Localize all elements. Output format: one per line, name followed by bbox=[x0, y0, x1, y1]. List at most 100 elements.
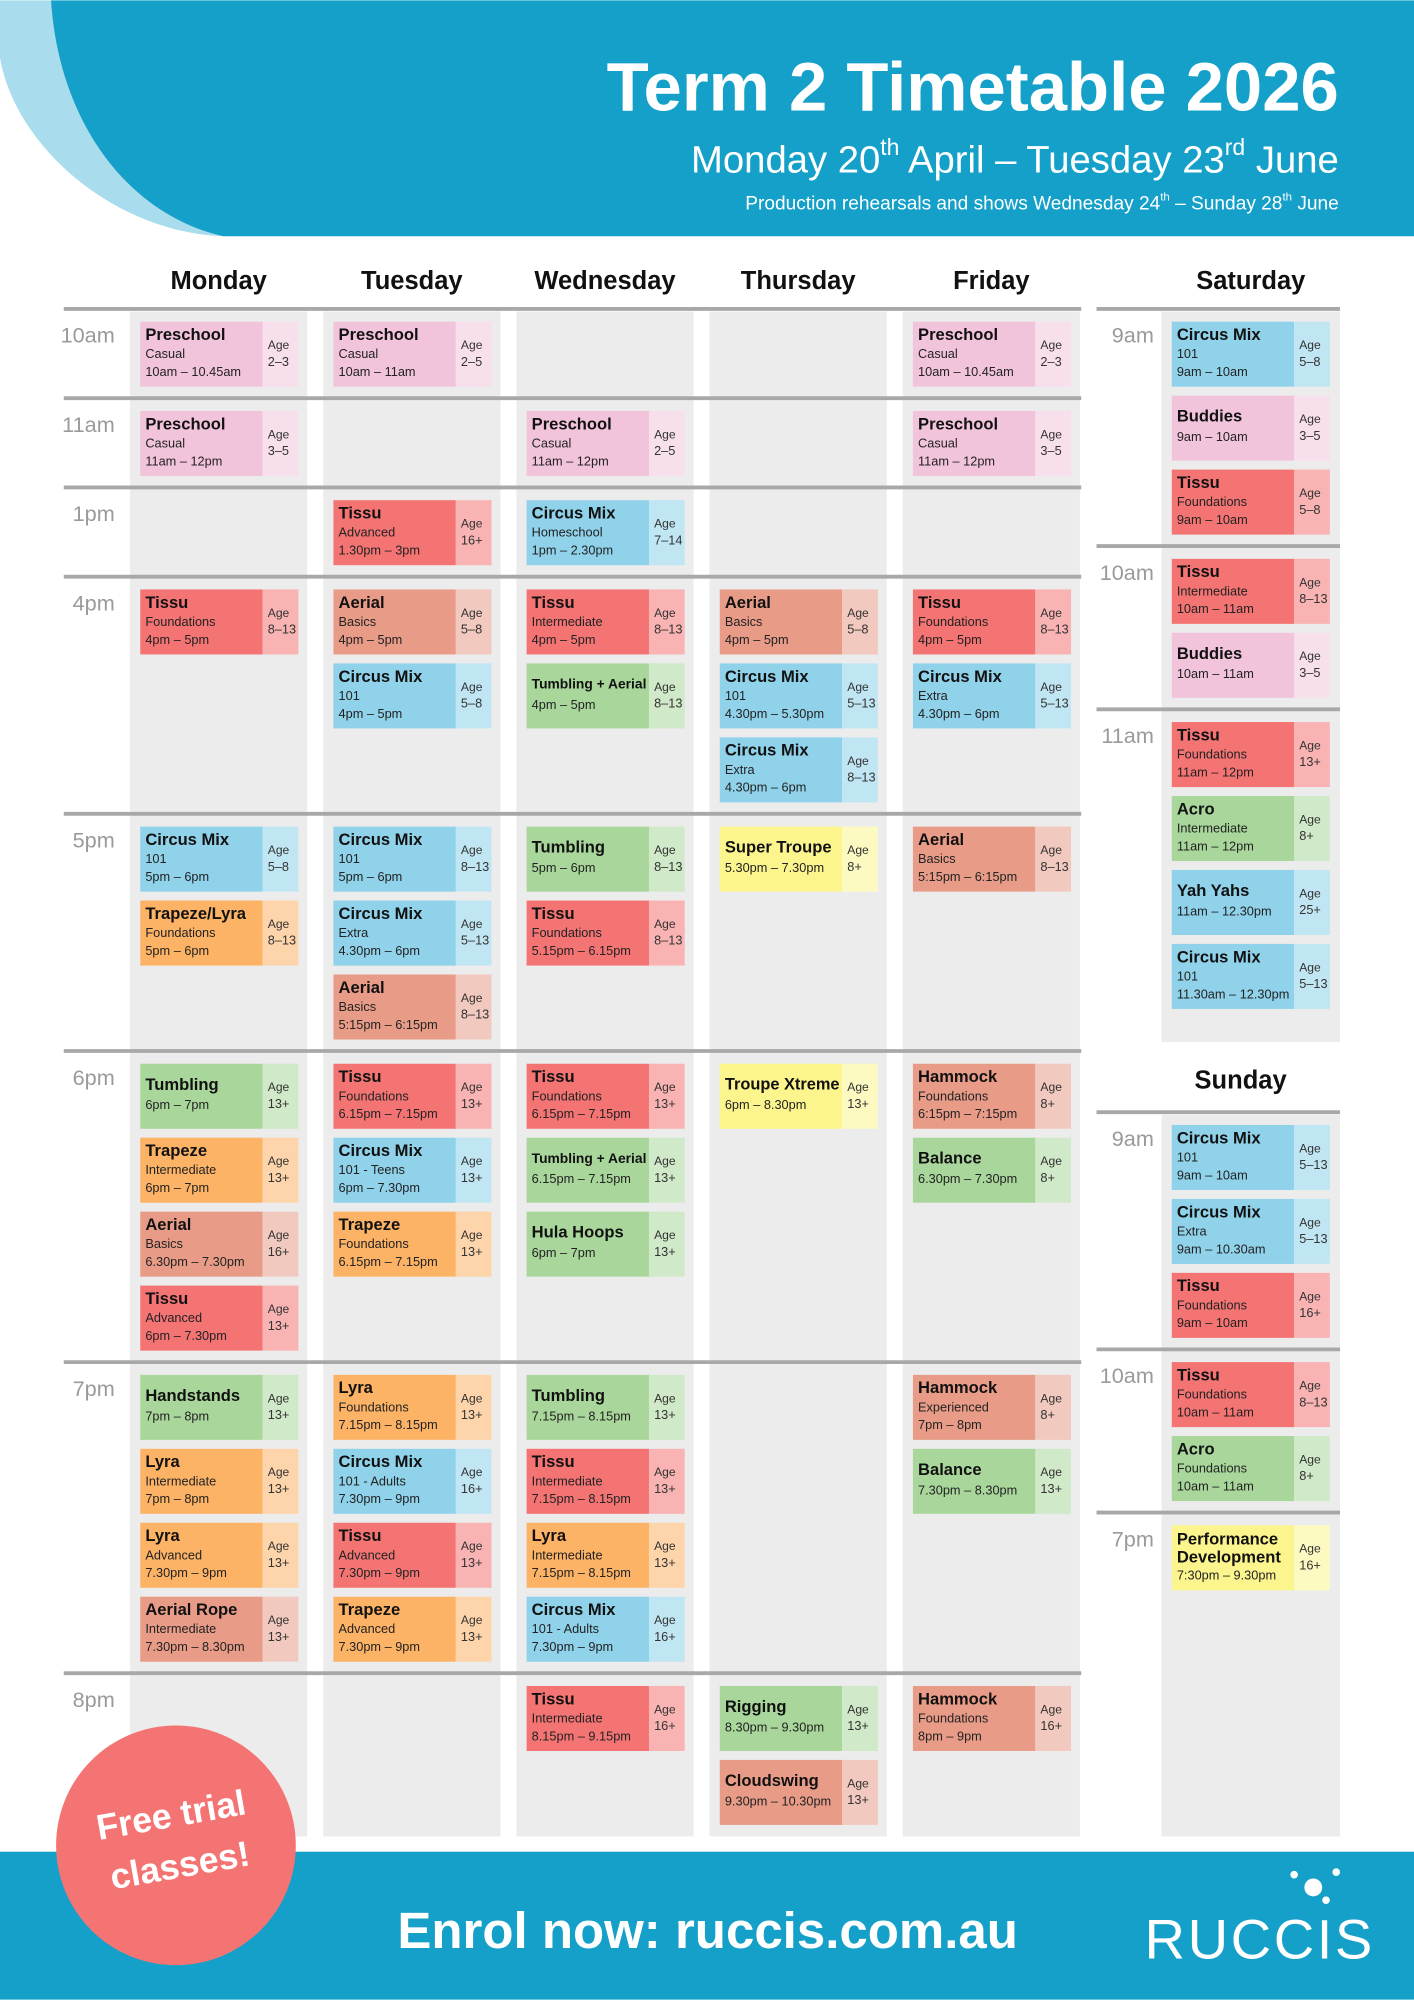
age-range: 3–5 bbox=[1299, 428, 1320, 443]
age-box bbox=[455, 1211, 492, 1277]
class-box bbox=[719, 589, 843, 655]
age-word: Age bbox=[1299, 1452, 1321, 1466]
class-level: Advanced bbox=[339, 525, 396, 540]
class-name: Circus Mix bbox=[725, 667, 810, 686]
time-label: 6pm bbox=[73, 1065, 115, 1090]
age-word: Age bbox=[1299, 738, 1321, 752]
class-box bbox=[140, 1374, 263, 1440]
class-time: 4.30pm – 6pm bbox=[918, 706, 1000, 721]
class-card: Handstands 7pm – 8pm Age 13+ bbox=[140, 1374, 299, 1440]
class-time: 6.15pm – 7.15pm bbox=[532, 1106, 631, 1121]
age-range: 8+ bbox=[1040, 1407, 1055, 1422]
class-time: 10am – 11am bbox=[1177, 666, 1254, 681]
class-time: 1pm – 2.30pm bbox=[532, 543, 614, 558]
age-box bbox=[648, 1596, 685, 1662]
class-level: Casual bbox=[532, 435, 572, 450]
age-range: 13+ bbox=[1299, 754, 1321, 769]
age-word: Age bbox=[654, 427, 676, 441]
class-box bbox=[140, 1448, 263, 1514]
class-card: Tissu Intermediate 7.15pm – 8.15pm Age 13+ bbox=[526, 1448, 685, 1514]
class-level: Experienced bbox=[918, 1399, 989, 1414]
class-name: Trapeze/Lyra bbox=[145, 904, 246, 923]
class-time: 7pm – 8pm bbox=[918, 1417, 982, 1432]
age-range: 8–13 bbox=[268, 933, 296, 948]
age-box bbox=[1294, 558, 1330, 624]
header-band bbox=[51, 0, 1414, 237]
class-time: 6.15pm – 7.15pm bbox=[532, 1171, 631, 1186]
class-box bbox=[333, 500, 456, 566]
class-card: Circus Mix 101 - Adults 7.30pm – 9pm Age 16+ bbox=[333, 1448, 492, 1514]
class-name: Tissu bbox=[1177, 725, 1220, 744]
age-box bbox=[1294, 1525, 1330, 1591]
age-word: Age bbox=[268, 1228, 290, 1242]
age-range: 13+ bbox=[847, 1096, 869, 1111]
class-box bbox=[333, 1063, 456, 1129]
class-level: Foundations bbox=[1177, 747, 1247, 762]
age-word: Age bbox=[1299, 1379, 1321, 1393]
class-level: 101 bbox=[145, 851, 166, 866]
class-name: Hammock bbox=[918, 1689, 998, 1708]
class-card: Aerial Basics 5:15pm – 6:15pm Age 8–13 bbox=[333, 974, 492, 1040]
time-label: 5pm bbox=[73, 828, 115, 853]
class-box bbox=[719, 826, 843, 892]
age-box bbox=[842, 1759, 878, 1825]
age-range: 8–13 bbox=[1299, 591, 1327, 606]
age-word: Age bbox=[268, 1302, 290, 1316]
class-time: 6pm – 7pm bbox=[145, 1180, 209, 1195]
age-range: 2–5 bbox=[461, 354, 482, 369]
class-time: 5:15pm – 6:15pm bbox=[339, 1017, 438, 1032]
age-box bbox=[1294, 632, 1330, 698]
class-box bbox=[526, 1137, 649, 1203]
age-box bbox=[455, 1063, 492, 1129]
class-time: 8.30pm – 9.30pm bbox=[725, 1719, 824, 1734]
age-range: 13+ bbox=[654, 1481, 676, 1496]
age-range: 3–5 bbox=[268, 443, 289, 458]
age-word: Age bbox=[654, 1080, 676, 1094]
class-name: Handstands bbox=[145, 1386, 240, 1405]
class-name: Tissu bbox=[532, 904, 575, 923]
age-box bbox=[648, 1211, 685, 1277]
age-word: Age bbox=[1040, 1465, 1062, 1479]
age-range: 16+ bbox=[654, 1718, 676, 1733]
class-level: Basics bbox=[918, 851, 956, 866]
age-box bbox=[1035, 1685, 1072, 1751]
class-box bbox=[912, 1448, 1036, 1514]
class-box bbox=[333, 1374, 456, 1440]
class-box bbox=[912, 589, 1036, 655]
time-label: 1pm bbox=[73, 501, 115, 526]
class-card: Trapeze Foundations 6.15pm – 7.15pm Age 13+ bbox=[333, 1211, 492, 1277]
class-level: Foundations bbox=[918, 1710, 988, 1725]
class-level: Casual bbox=[145, 346, 185, 361]
class-card: Lyra Foundations 7.15pm – 8.15pm Age 13+ bbox=[333, 1374, 492, 1440]
age-box bbox=[262, 1211, 299, 1277]
class-name: Cloudswing bbox=[725, 1771, 819, 1790]
class-level: Intermediate bbox=[532, 1710, 603, 1725]
class-time: 10am – 11am bbox=[1177, 1478, 1254, 1493]
subtitle-part: April – Tuesday 23 bbox=[899, 138, 1224, 181]
class-card: Circus Mix Extra 4.30pm – 6pm Age 5–13 bbox=[912, 663, 1072, 729]
class-card: Troupe Xtreme 6pm – 8.30pm Age 13+ bbox=[719, 1063, 878, 1129]
class-card: Circus Mix 101 9am – 10am Age 5–8 bbox=[1171, 321, 1330, 387]
age-range: 8+ bbox=[1299, 1468, 1314, 1483]
age-range: 2–3 bbox=[1040, 354, 1061, 369]
age-range: 13+ bbox=[268, 1170, 290, 1185]
class-name: Lyra bbox=[532, 1526, 567, 1545]
age-box bbox=[648, 826, 685, 892]
age-word: Age bbox=[1040, 1154, 1062, 1168]
class-level: Intermediate bbox=[532, 1473, 603, 1488]
day-heading: Sunday bbox=[1195, 1066, 1288, 1094]
class-box bbox=[333, 1596, 456, 1662]
class-level: 101 bbox=[339, 851, 360, 866]
note-sup: th bbox=[1160, 192, 1170, 204]
class-name: Tumbling bbox=[532, 838, 605, 857]
age-word: Age bbox=[268, 1391, 290, 1405]
class-time: 4pm – 5pm bbox=[918, 632, 982, 647]
class-level: Extra bbox=[918, 688, 949, 703]
class-card: Tissu Advanced 7.30pm – 9pm Age 13+ bbox=[333, 1522, 492, 1588]
class-box bbox=[526, 410, 649, 476]
age-word: Age bbox=[268, 606, 290, 620]
age-box bbox=[1294, 1436, 1330, 1502]
class-box bbox=[912, 321, 1036, 387]
age-range: 13+ bbox=[268, 1096, 290, 1111]
age-word: Age bbox=[1299, 486, 1321, 500]
